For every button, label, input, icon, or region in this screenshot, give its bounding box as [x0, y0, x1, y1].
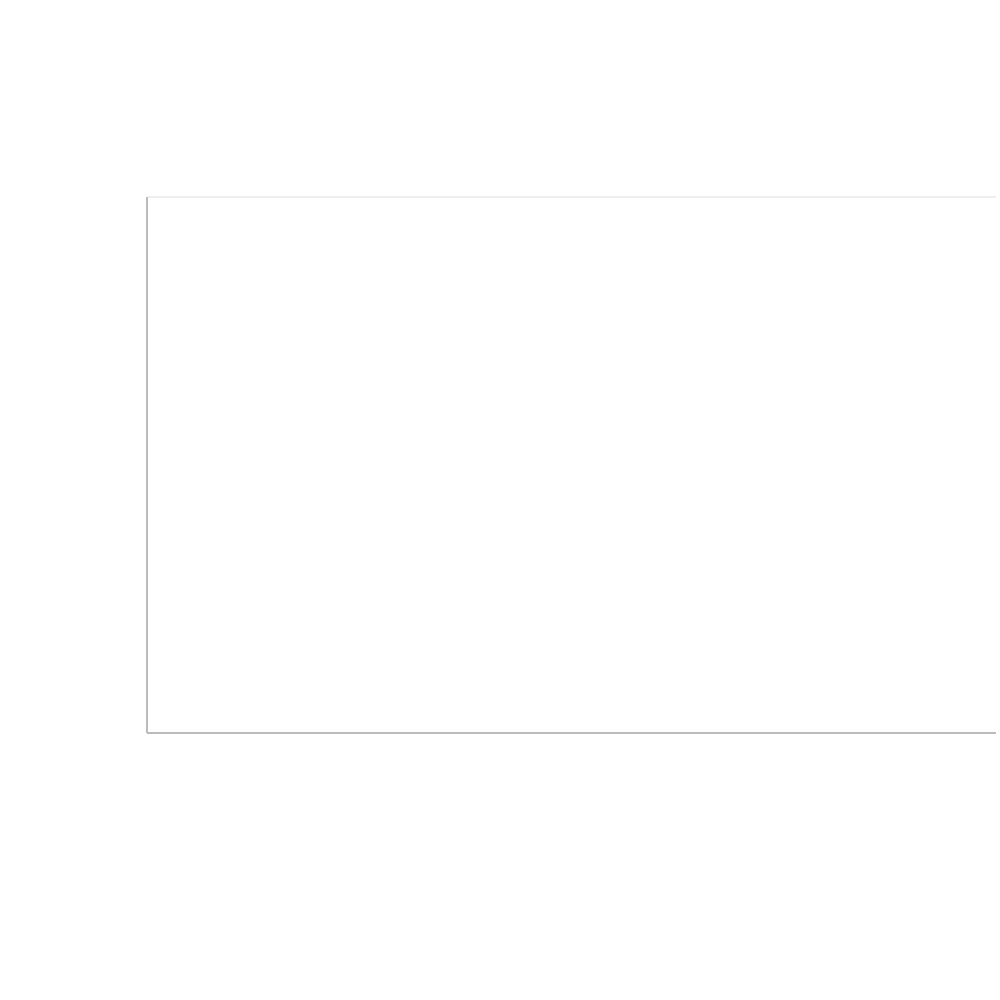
page: (() => { const data = JSON.parse(documen…: [146, 196, 996, 734]
chart: [146, 196, 996, 734]
